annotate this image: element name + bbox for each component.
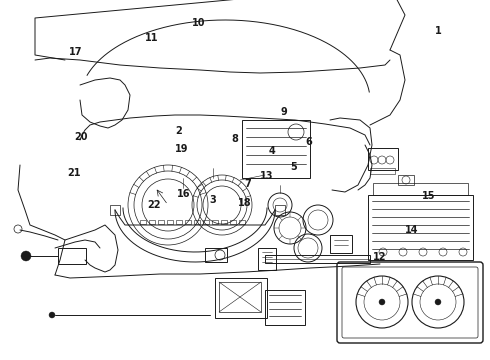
Text: 5: 5: [291, 162, 297, 172]
Bar: [242, 120, 310, 178]
Circle shape: [21, 251, 31, 261]
Bar: [176, 220, 182, 224]
Bar: [265, 290, 305, 325]
Text: 1: 1: [435, 26, 442, 36]
Bar: [58, 248, 86, 264]
Bar: [185, 220, 191, 224]
Text: 7: 7: [244, 179, 251, 189]
Bar: [194, 220, 200, 224]
Bar: [110, 205, 120, 215]
Bar: [330, 235, 352, 253]
Bar: [275, 205, 285, 215]
Text: 16: 16: [177, 189, 191, 199]
Text: 17: 17: [69, 47, 83, 57]
Text: 13: 13: [260, 171, 274, 181]
Text: 21: 21: [67, 168, 80, 178]
Bar: [265, 255, 370, 263]
Bar: [140, 220, 146, 224]
Text: 3: 3: [210, 195, 217, 205]
Text: 9: 9: [281, 107, 288, 117]
Bar: [158, 220, 164, 224]
Circle shape: [435, 299, 441, 305]
Bar: [219, 282, 261, 312]
Bar: [212, 220, 218, 224]
Bar: [239, 220, 245, 224]
Text: 18: 18: [238, 198, 252, 208]
Text: 22: 22: [147, 200, 161, 210]
Text: 4: 4: [269, 146, 275, 156]
Bar: [230, 220, 236, 224]
Circle shape: [49, 312, 55, 318]
Bar: [205, 248, 227, 262]
Bar: [370, 168, 395, 174]
Text: 19: 19: [174, 144, 188, 154]
Text: 8: 8: [232, 134, 239, 144]
Bar: [398, 175, 414, 185]
Text: 12: 12: [373, 252, 387, 262]
Bar: [258, 248, 276, 270]
Bar: [373, 183, 468, 195]
Circle shape: [379, 299, 385, 305]
Text: 14: 14: [405, 225, 418, 235]
Bar: [149, 220, 155, 224]
Text: 6: 6: [305, 137, 312, 147]
Text: 2: 2: [175, 126, 182, 136]
Text: 11: 11: [145, 33, 159, 43]
Text: 20: 20: [74, 132, 88, 142]
Bar: [221, 220, 227, 224]
Text: 15: 15: [422, 191, 436, 201]
Bar: [167, 220, 173, 224]
Bar: [203, 220, 209, 224]
Bar: [215, 278, 267, 318]
Bar: [368, 148, 398, 170]
Text: 10: 10: [192, 18, 205, 28]
Bar: [368, 195, 473, 260]
